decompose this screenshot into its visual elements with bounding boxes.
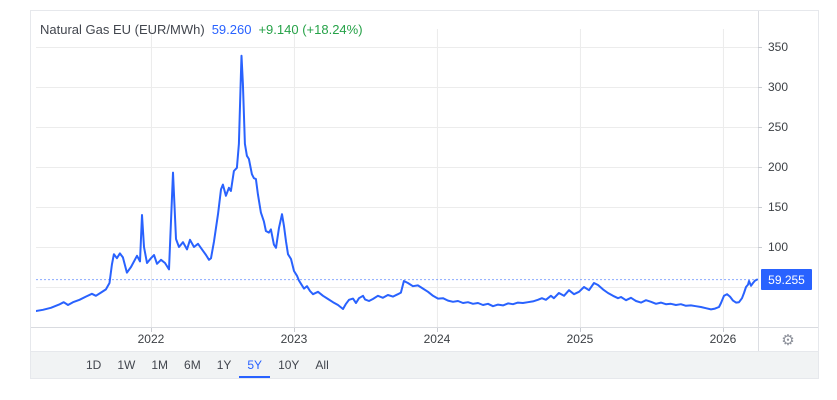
price-axis-label: 350 — [768, 40, 789, 54]
range-toolbar: 1D 1W 1M 6M 1Y 5Y 10Y All — [31, 351, 818, 378]
time-axis-label: 2022 — [137, 332, 165, 346]
price-axis-tick-mark — [758, 207, 762, 208]
range-button-5y[interactable]: 5Y — [239, 352, 271, 378]
range-button-1m[interactable]: 1M — [143, 352, 176, 378]
price-series-line — [36, 54, 758, 312]
price-axis: 350 300 250 200 150 100 59.255 — [758, 11, 817, 351]
time-axis-tick-mark — [722, 328, 724, 332]
price-axis-label: 150 — [768, 200, 789, 214]
range-button-1d[interactable]: 1D — [78, 352, 109, 378]
time-axis-label: 2025 — [566, 332, 594, 346]
price-axis-tick-mark — [758, 87, 762, 88]
last-price-badge: 59.255 — [761, 269, 812, 291]
price-axis-tick-mark — [758, 167, 762, 168]
price-axis-tick-mark — [758, 247, 762, 248]
price-axis-label: 250 — [768, 120, 789, 134]
time-axis-label: 2026 — [709, 332, 737, 346]
time-axis: 2022 2023 2024 2025 2026 — [31, 327, 758, 352]
axis-separator — [758, 11, 759, 351]
range-button-1y[interactable]: 1Y — [209, 352, 240, 378]
price-axis-label: 200 — [768, 160, 789, 174]
chart-header: Natural Gas EU (EUR/MWh) 59.260 +9.140 (… — [40, 22, 363, 38]
instrument-title: Natural Gas EU (EUR/MWh) — [40, 22, 205, 37]
gear-icon[interactable]: ⚙ — [781, 331, 795, 349]
time-axis-label: 2024 — [423, 332, 451, 346]
price-chart-widget: Natural Gas EU (EUR/MWh) 59.260 +9.140 (… — [30, 10, 819, 379]
price-change: +9.140 (+18.24%) — [258, 22, 363, 37]
last-price: 59.260 — [211, 22, 252, 37]
price-line-chart — [36, 29, 758, 327]
range-button-all[interactable]: All — [307, 352, 336, 378]
price-axis-label: 300 — [768, 80, 789, 94]
chart-canvas[interactable] — [36, 29, 758, 327]
time-axis-tick-mark — [579, 328, 581, 332]
price-axis-label: 100 — [768, 240, 789, 254]
time-axis-tick-mark — [436, 328, 438, 332]
time-axis-tick-mark — [150, 328, 152, 332]
range-button-6m[interactable]: 6M — [176, 352, 209, 378]
time-axis-tick-mark — [293, 328, 295, 332]
range-button-10y[interactable]: 10Y — [270, 352, 307, 378]
price-axis-tick-mark — [758, 127, 762, 128]
axis-corner: ⚙ — [758, 327, 818, 352]
time-axis-label: 2023 — [280, 332, 308, 346]
range-button-1w[interactable]: 1W — [109, 352, 143, 378]
price-axis-tick-mark — [758, 47, 762, 48]
